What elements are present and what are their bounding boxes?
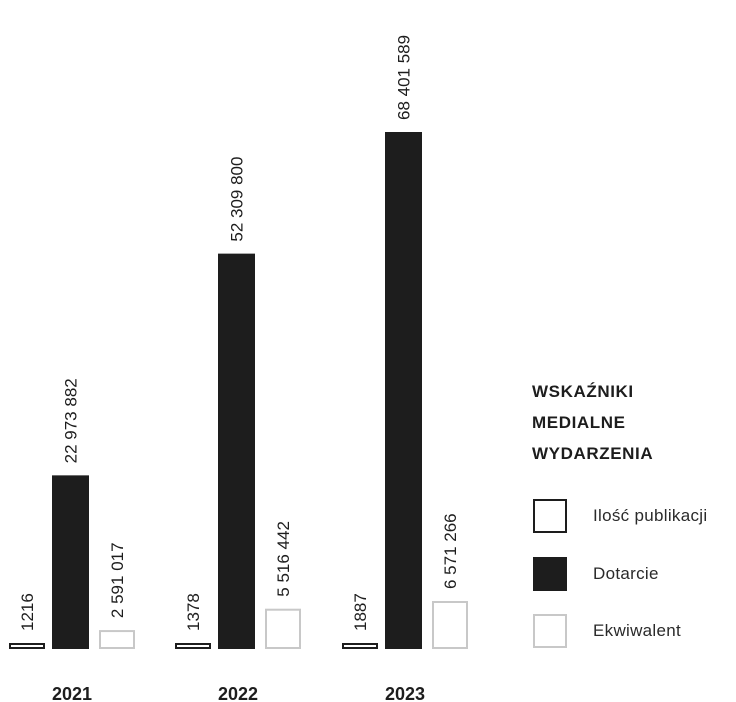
bar-equivalent-2022 (265, 608, 301, 650)
x-tick-label-2022: 2022 (218, 684, 258, 702)
data-label-reach-2023: 68 401 589 (395, 35, 414, 120)
legend-swatch-publications (533, 499, 567, 533)
data-label-reach-2021: 22 973 882 (62, 378, 81, 463)
data-label-equivalent-2023: 6 571 266 (441, 513, 460, 589)
bar-publications-2021 (9, 643, 45, 649)
bar-reach-2023 (385, 132, 422, 649)
legend-swatch-equivalent (533, 614, 567, 648)
data-label-equivalent-2022: 5 516 442 (274, 521, 293, 597)
data-label-publications-2023: 1887 (351, 593, 370, 631)
legend-label-equivalent: Ekwiwalent (593, 621, 682, 640)
bar-reach-2022 (218, 253, 255, 649)
data-label-equivalent-2021: 2 591 017 (108, 542, 127, 618)
legend-item-publications: Ilość publikacji (533, 499, 736, 537)
bar-equivalent-2023 (432, 601, 468, 649)
legend-item-equivalent: Ekwiwalent (533, 614, 736, 652)
bar-reach-2021 (52, 475, 89, 649)
data-label-reach-2022: 52 309 800 (228, 157, 247, 242)
legend-title: WSKAŹNIKI MEDIALNE WYDARZENIA (532, 376, 732, 469)
x-tick-label-2021: 2021 (52, 684, 92, 702)
bar-publications-2022 (175, 643, 211, 649)
legend-title-line-3: WYDARZENIA (532, 444, 654, 463)
bar-publications-2023 (342, 643, 378, 649)
x-tick-label-2023: 2023 (385, 684, 425, 702)
bar-equivalent-2021 (99, 630, 135, 650)
legend-title-line-1: WSKAŹNIKI (532, 382, 634, 401)
legend-item-reach: Dotarcie (533, 557, 736, 595)
legend-label-publications: Ilość publikacji (593, 506, 708, 525)
legend-swatch-reach (533, 557, 567, 591)
legend-label-reach: Dotarcie (593, 564, 659, 583)
data-label-publications-2022: 1378 (184, 593, 203, 631)
data-label-publications-2021: 1216 (18, 593, 37, 631)
legend-title-line-2: MEDIALNE (532, 413, 626, 432)
